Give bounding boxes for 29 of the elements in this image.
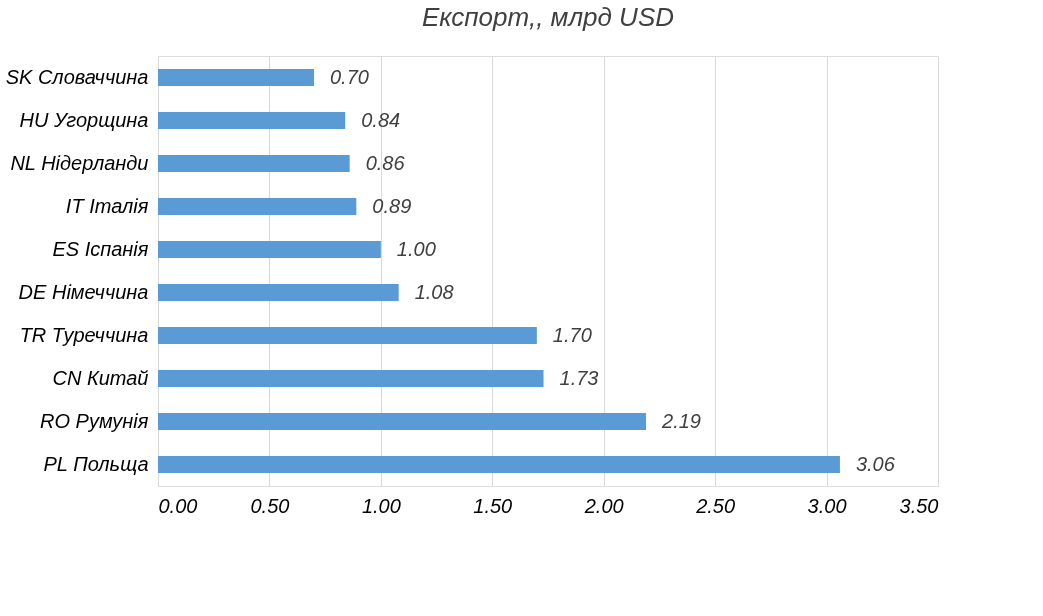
x-tick-label: 1.00 (361, 494, 401, 517)
data-label: 0.70 (330, 65, 369, 88)
x-tick-label: 3.00 (807, 494, 847, 517)
y-tick-label: HU Угорщина (19, 108, 149, 131)
data-label: 2.19 (661, 409, 701, 432)
data-label: 1.00 (396, 237, 436, 260)
y-tick-label: CN Китай (52, 366, 149, 389)
data-label: 3.06 (855, 452, 896, 475)
x-tick-label: 0.50 (250, 494, 290, 517)
data-label: 0.84 (361, 108, 401, 131)
y-tick-label: RO Румунія (39, 409, 149, 432)
chart-title: Експорт,, млрд USD (421, 2, 675, 32)
data-label: 0.86 (365, 151, 406, 174)
y-tick-label: SK Словаччина (5, 65, 149, 88)
y-tick-label: PL Польща (43, 452, 149, 475)
data-label: 0.89 (372, 194, 412, 217)
data-label: 1.70 (552, 323, 592, 346)
data-label: 1.73 (559, 366, 599, 389)
x-tick-label: 0.00 (158, 494, 198, 517)
y-tick-label: TR Туреччина (19, 323, 149, 346)
y-tick-label: IT Італія (65, 194, 149, 217)
x-tick-label: 2.50 (695, 494, 736, 517)
x-tick-label: 3.50 (899, 494, 939, 517)
y-tick-label: ES Іспанія (52, 237, 149, 260)
data-label: 1.08 (414, 280, 454, 303)
x-tick-label: 2.00 (583, 494, 624, 517)
y-tick-label: DE Німеччина (18, 280, 149, 303)
x-tick-label: 1.50 (473, 494, 513, 517)
y-tick-label: NL Нідерланди (10, 151, 149, 174)
